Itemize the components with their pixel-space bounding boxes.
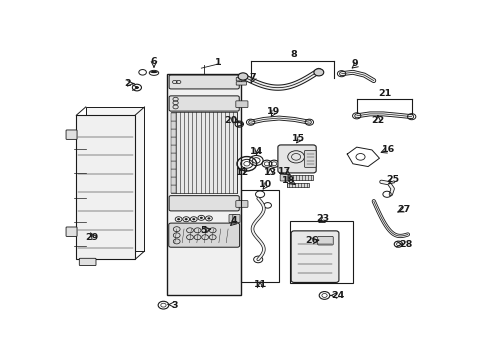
Text: 6: 6	[150, 57, 157, 66]
FancyBboxPatch shape	[169, 75, 239, 89]
Bar	[167, 74, 241, 296]
Text: 25: 25	[386, 175, 399, 184]
Bar	[171, 112, 237, 193]
FancyBboxPatch shape	[79, 258, 96, 266]
Text: 11: 11	[253, 280, 266, 289]
Bar	[85, 107, 144, 251]
FancyBboxPatch shape	[235, 201, 247, 207]
FancyBboxPatch shape	[236, 77, 246, 81]
Bar	[171, 145, 175, 153]
Text: 28: 28	[399, 240, 412, 249]
Circle shape	[192, 218, 195, 220]
Ellipse shape	[150, 71, 158, 73]
Circle shape	[207, 217, 210, 220]
Text: 2: 2	[124, 79, 130, 88]
FancyBboxPatch shape	[66, 227, 77, 237]
Bar	[286, 184, 309, 187]
FancyBboxPatch shape	[236, 82, 246, 85]
Text: 15: 15	[292, 134, 305, 143]
Text: 5: 5	[200, 226, 206, 235]
FancyBboxPatch shape	[232, 215, 240, 222]
FancyBboxPatch shape	[277, 145, 316, 173]
FancyBboxPatch shape	[228, 215, 236, 222]
Text: 14: 14	[249, 147, 263, 156]
Bar	[290, 221, 352, 283]
Text: 1: 1	[215, 58, 221, 67]
Circle shape	[177, 218, 180, 220]
Circle shape	[313, 69, 323, 76]
Circle shape	[200, 217, 203, 219]
Text: 20: 20	[224, 116, 237, 125]
Text: 18: 18	[281, 176, 295, 185]
Text: 27: 27	[397, 205, 410, 214]
Text: 22: 22	[370, 116, 384, 125]
FancyBboxPatch shape	[317, 237, 332, 245]
Text: 13: 13	[264, 168, 277, 177]
Text: 4: 4	[230, 216, 236, 225]
Circle shape	[238, 73, 247, 80]
Bar	[171, 161, 175, 169]
Bar	[241, 190, 279, 282]
Text: 12: 12	[235, 168, 248, 177]
Circle shape	[184, 218, 187, 220]
FancyBboxPatch shape	[66, 130, 77, 139]
Text: 16: 16	[382, 145, 395, 154]
Text: 8: 8	[290, 50, 297, 59]
Bar	[171, 121, 175, 129]
FancyBboxPatch shape	[168, 223, 239, 247]
FancyBboxPatch shape	[304, 150, 316, 167]
Text: 17: 17	[278, 167, 291, 176]
Text: 19: 19	[266, 107, 280, 116]
Circle shape	[238, 73, 247, 80]
Bar	[286, 175, 312, 180]
Circle shape	[313, 69, 323, 76]
Text: 21: 21	[378, 89, 391, 98]
FancyBboxPatch shape	[290, 231, 338, 283]
Text: 29: 29	[84, 233, 98, 242]
FancyBboxPatch shape	[169, 96, 239, 111]
Text: 9: 9	[351, 59, 357, 68]
FancyBboxPatch shape	[169, 195, 239, 211]
Bar	[171, 185, 175, 193]
Bar	[171, 169, 175, 177]
Bar	[171, 153, 175, 161]
Text: 7: 7	[249, 73, 255, 82]
Bar	[171, 129, 175, 136]
Text: 23: 23	[315, 214, 328, 223]
Text: 26: 26	[305, 236, 318, 245]
Text: 3: 3	[171, 301, 178, 310]
Text: 10: 10	[258, 180, 271, 189]
Bar	[76, 115, 135, 260]
Circle shape	[135, 86, 139, 89]
Bar	[171, 177, 175, 185]
FancyBboxPatch shape	[280, 174, 288, 181]
Bar	[171, 113, 175, 121]
Text: 24: 24	[330, 291, 344, 300]
Bar	[171, 137, 175, 145]
FancyBboxPatch shape	[235, 101, 247, 108]
